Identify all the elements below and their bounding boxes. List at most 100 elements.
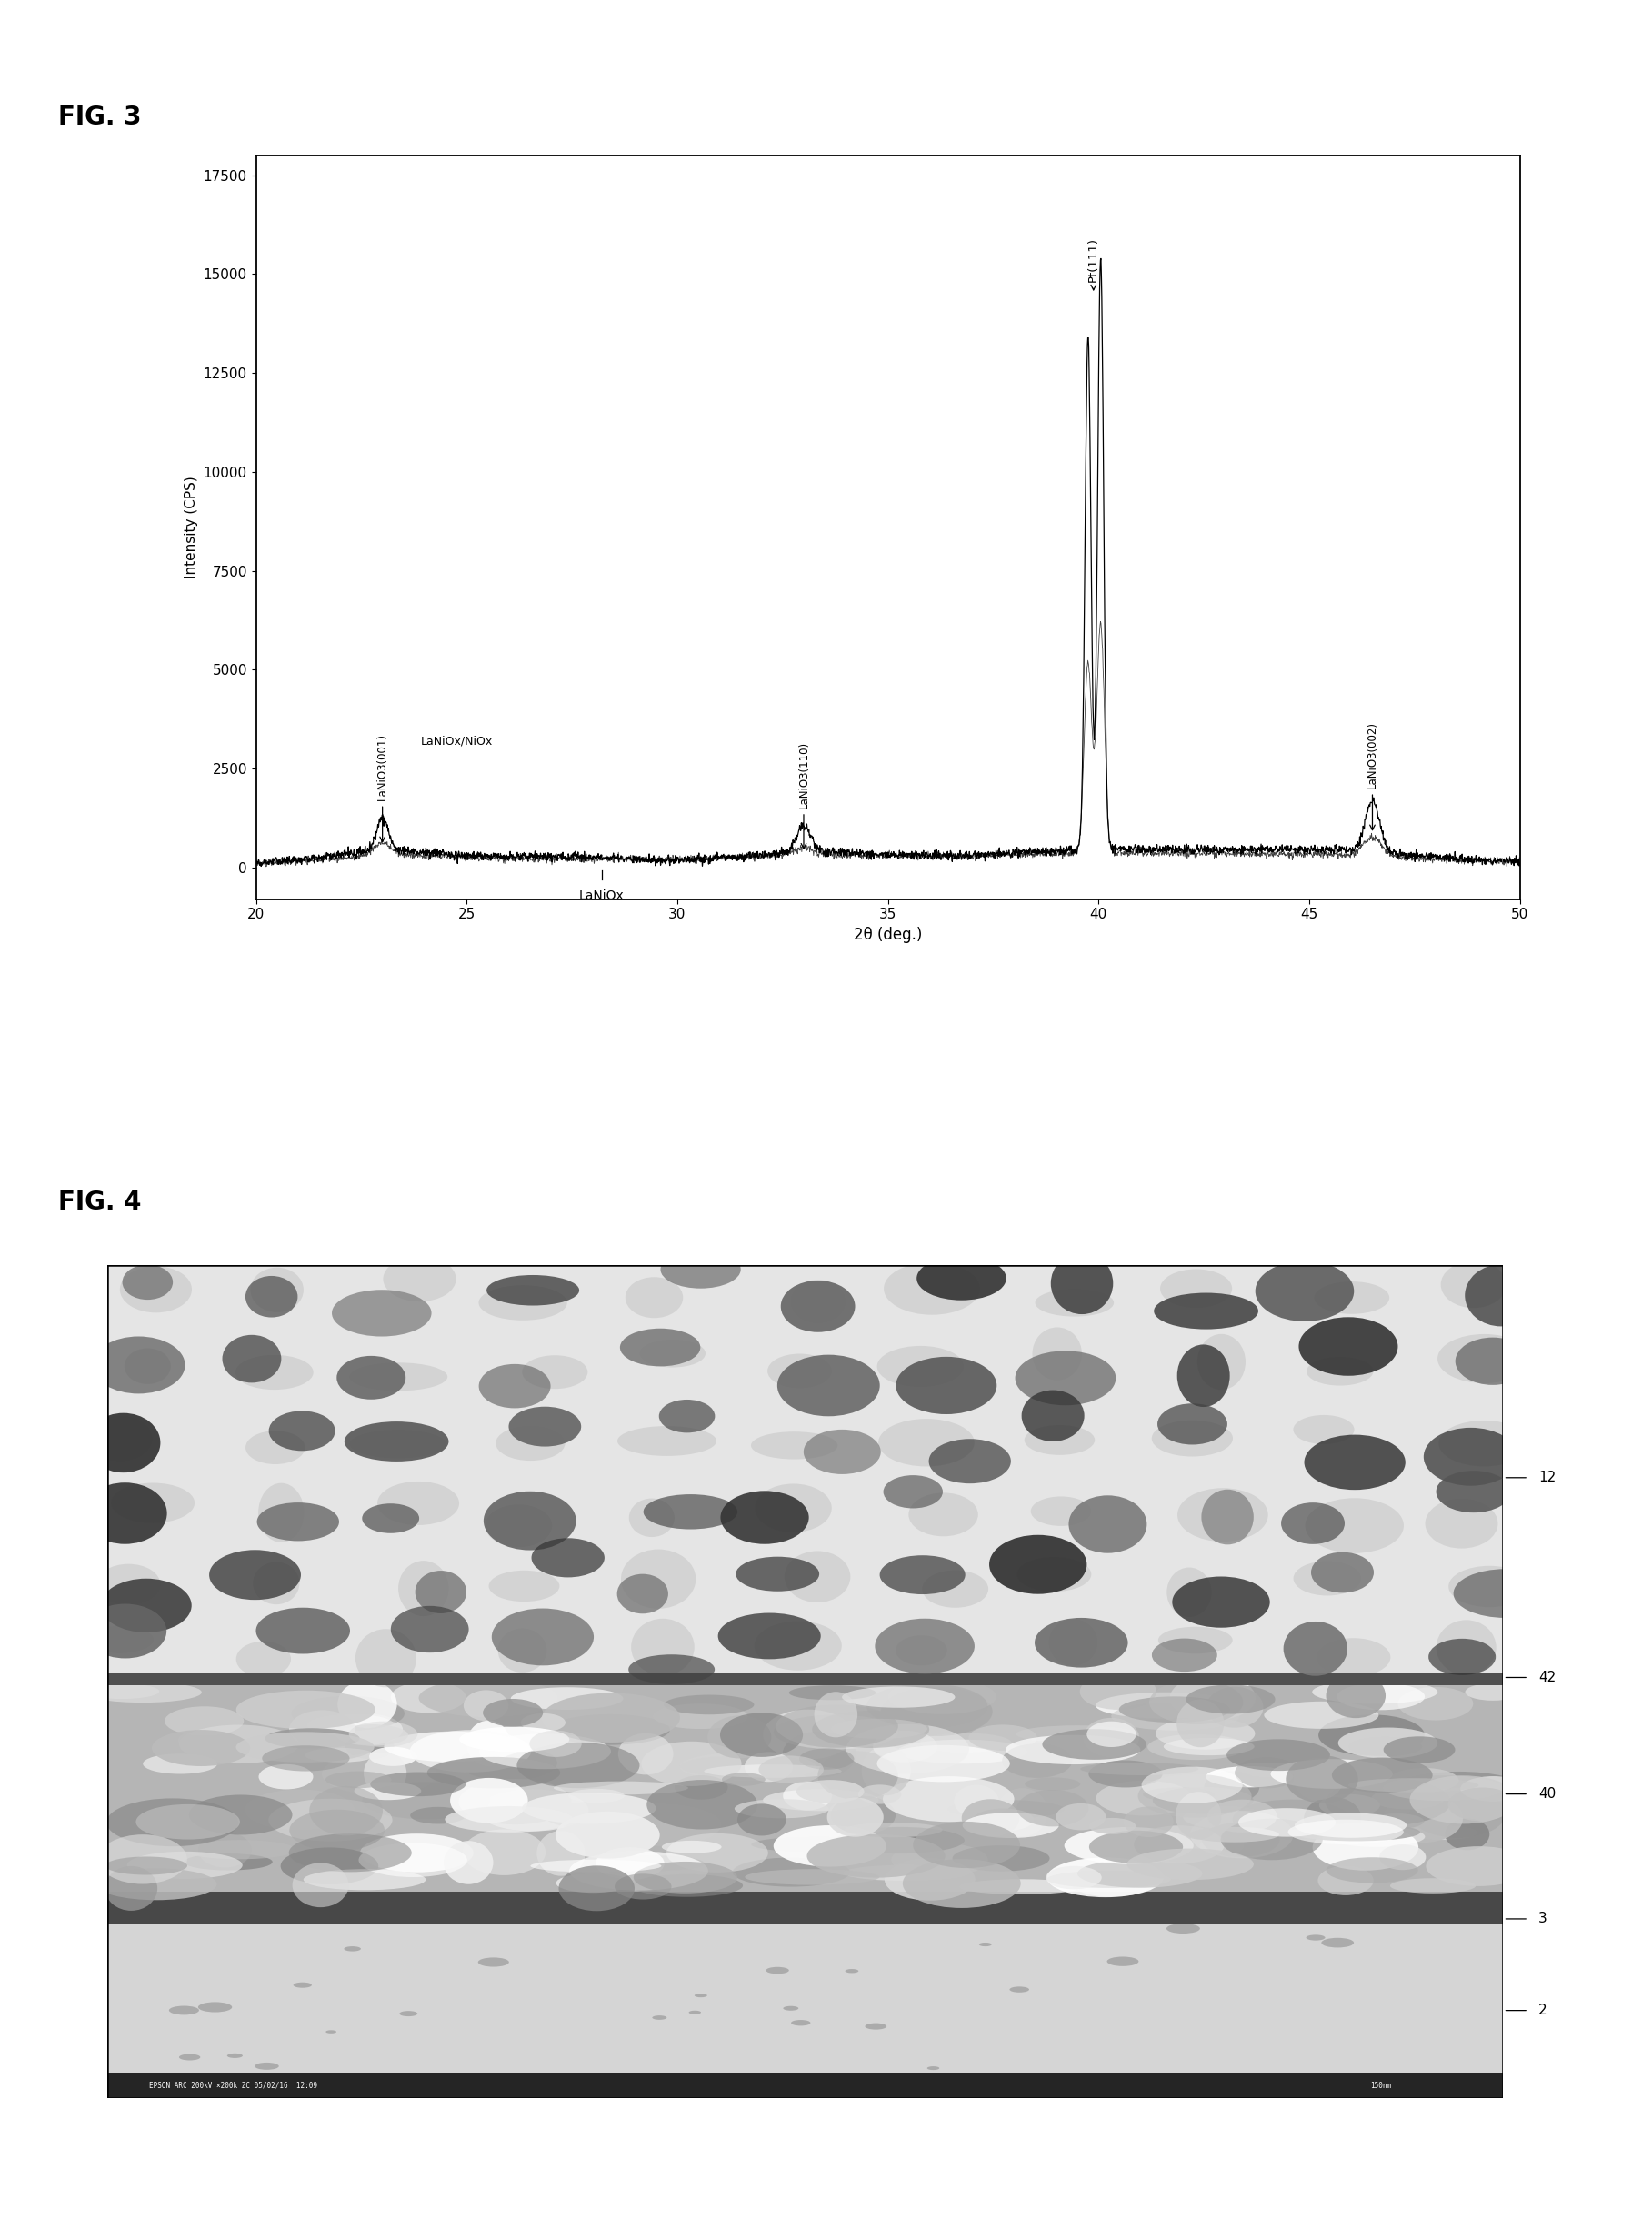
Ellipse shape: [1318, 1794, 1379, 1816]
Ellipse shape: [370, 1772, 466, 1796]
Ellipse shape: [1270, 1758, 1393, 1789]
Ellipse shape: [1455, 1336, 1530, 1385]
Ellipse shape: [1163, 1738, 1254, 1756]
Ellipse shape: [1143, 1787, 1216, 1803]
Ellipse shape: [1080, 1763, 1199, 1776]
Ellipse shape: [1208, 1800, 1277, 1831]
Ellipse shape: [83, 1683, 202, 1703]
Ellipse shape: [1112, 1703, 1239, 1729]
Ellipse shape: [666, 1834, 768, 1871]
Ellipse shape: [349, 1720, 418, 1747]
Ellipse shape: [392, 1605, 469, 1652]
Ellipse shape: [1118, 1696, 1231, 1723]
Ellipse shape: [707, 1716, 771, 1758]
Ellipse shape: [914, 1823, 1021, 1867]
Ellipse shape: [785, 1552, 851, 1603]
Ellipse shape: [618, 1734, 674, 1774]
Ellipse shape: [246, 1276, 297, 1316]
Ellipse shape: [289, 1809, 385, 1851]
Ellipse shape: [783, 1780, 833, 1809]
Ellipse shape: [144, 1754, 218, 1774]
Ellipse shape: [1160, 1270, 1232, 1308]
Ellipse shape: [1312, 1681, 1437, 1703]
Ellipse shape: [1151, 1638, 1218, 1672]
Ellipse shape: [246, 1432, 306, 1465]
Ellipse shape: [1441, 1261, 1507, 1308]
Ellipse shape: [1107, 1956, 1138, 1967]
Text: LaNiOx: LaNiOx: [578, 890, 624, 901]
Ellipse shape: [679, 1752, 816, 1780]
Ellipse shape: [1315, 1281, 1389, 1314]
Ellipse shape: [337, 1725, 408, 1745]
Ellipse shape: [831, 1796, 895, 1834]
Ellipse shape: [1089, 1818, 1137, 1834]
Text: LaNiO3(001): LaNiO3(001): [377, 733, 388, 799]
Ellipse shape: [322, 1754, 438, 1794]
Ellipse shape: [358, 1843, 468, 1878]
Ellipse shape: [877, 1345, 963, 1388]
Ellipse shape: [1327, 1858, 1417, 1883]
Ellipse shape: [1348, 1778, 1479, 1792]
Ellipse shape: [392, 1681, 466, 1714]
Ellipse shape: [84, 1683, 159, 1698]
Ellipse shape: [1232, 1800, 1351, 1840]
Ellipse shape: [1024, 1778, 1080, 1792]
Ellipse shape: [178, 2054, 200, 2060]
Ellipse shape: [752, 1432, 838, 1459]
Ellipse shape: [522, 1354, 588, 1390]
Ellipse shape: [732, 1858, 851, 1887]
Ellipse shape: [862, 1745, 910, 1796]
Ellipse shape: [920, 1734, 1011, 1752]
Ellipse shape: [1317, 1638, 1391, 1676]
Ellipse shape: [768, 1354, 833, 1388]
Bar: [107, 1923, 1503, 2073]
Ellipse shape: [1290, 1823, 1421, 1840]
Ellipse shape: [1256, 1261, 1355, 1321]
Ellipse shape: [1077, 1860, 1203, 1887]
Ellipse shape: [1406, 1825, 1477, 1840]
Ellipse shape: [1204, 1772, 1259, 1803]
Ellipse shape: [1389, 1878, 1475, 1894]
Ellipse shape: [745, 1869, 879, 1885]
Ellipse shape: [1133, 1825, 1224, 1863]
Ellipse shape: [887, 1678, 996, 1714]
Ellipse shape: [337, 1681, 396, 1727]
Ellipse shape: [258, 1483, 304, 1543]
Ellipse shape: [783, 2007, 798, 2011]
Ellipse shape: [814, 1692, 857, 1738]
Ellipse shape: [1307, 1356, 1373, 1385]
Ellipse shape: [363, 1752, 406, 1794]
Ellipse shape: [558, 1865, 634, 1911]
Ellipse shape: [844, 1823, 942, 1838]
Ellipse shape: [796, 1780, 864, 1803]
Ellipse shape: [1239, 1807, 1336, 1836]
Ellipse shape: [755, 1483, 831, 1532]
Ellipse shape: [269, 1798, 393, 1840]
Ellipse shape: [639, 1339, 705, 1368]
Ellipse shape: [846, 1725, 970, 1774]
Ellipse shape: [661, 1250, 740, 1288]
Ellipse shape: [292, 1863, 349, 1907]
Ellipse shape: [1155, 1292, 1259, 1330]
Ellipse shape: [1284, 1621, 1348, 1676]
Ellipse shape: [763, 1709, 852, 1760]
Ellipse shape: [489, 1570, 560, 1601]
Ellipse shape: [106, 1798, 238, 1847]
Ellipse shape: [198, 2002, 231, 2011]
Ellipse shape: [307, 1714, 395, 1736]
Ellipse shape: [596, 1847, 664, 1880]
Ellipse shape: [477, 1958, 509, 1967]
Ellipse shape: [477, 1789, 588, 1831]
Ellipse shape: [1465, 1683, 1520, 1701]
Ellipse shape: [1176, 1698, 1224, 1747]
Ellipse shape: [631, 1618, 694, 1676]
Ellipse shape: [530, 1860, 661, 1871]
Ellipse shape: [210, 1550, 301, 1601]
Ellipse shape: [350, 1430, 446, 1459]
Ellipse shape: [254, 2062, 279, 2069]
Ellipse shape: [791, 2020, 811, 2025]
Ellipse shape: [947, 1800, 1066, 1818]
Ellipse shape: [1328, 1827, 1426, 1847]
Ellipse shape: [1142, 1767, 1242, 1803]
Ellipse shape: [960, 1878, 1082, 1894]
